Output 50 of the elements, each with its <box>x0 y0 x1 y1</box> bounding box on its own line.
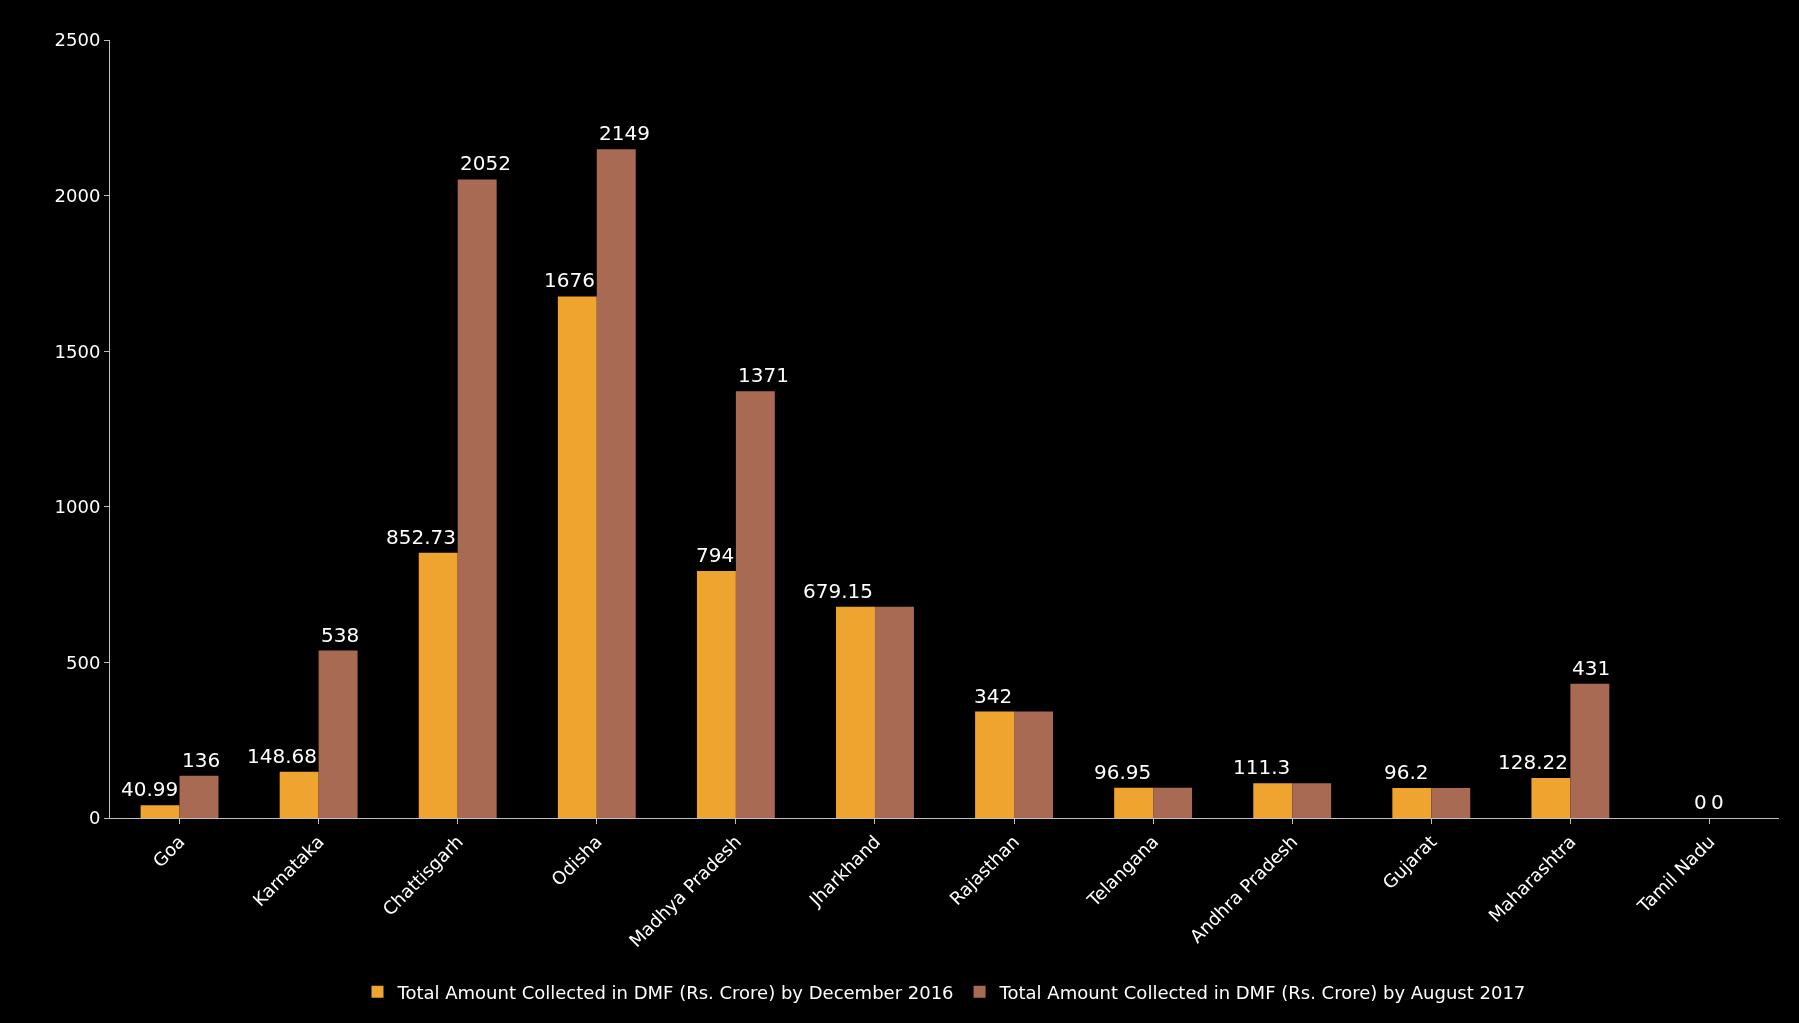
legend-label: Total Amount Collected in DMF (Rs. Crore) by December 2016 <box>396 981 954 1003</box>
x-tick-label: Goa <box>148 830 189 872</box>
legend-label: Total Amount Collected in DMF (Rs. Crore) by August 2017 <box>998 981 1526 1003</box>
bar <box>1292 783 1332 818</box>
data-label: 1676 <box>544 268 595 292</box>
bar <box>1570 683 1610 818</box>
bar <box>318 650 358 818</box>
bar <box>1153 787 1193 818</box>
data-label: 794 <box>696 543 735 567</box>
data-label: 852.73 <box>386 525 456 549</box>
y-tick-label: 1500 <box>54 340 101 362</box>
data-label: 111.3 <box>1233 755 1291 779</box>
bar <box>1431 788 1471 818</box>
y-tick-label: 1000 <box>54 496 101 518</box>
bar <box>418 552 458 818</box>
bar <box>696 570 736 818</box>
data-label: 431 <box>1572 656 1611 680</box>
data-label: 342 <box>974 684 1013 708</box>
data-label: 96.95 <box>1094 760 1152 784</box>
data-label: 136 <box>182 748 221 772</box>
data-label: 0 <box>1694 790 1707 814</box>
data-label: 2149 <box>599 121 650 145</box>
bar <box>1114 787 1154 818</box>
data-label: 148.68 <box>247 744 317 768</box>
bar <box>457 179 497 818</box>
bar <box>735 391 775 818</box>
bar <box>1014 711 1053 818</box>
bar <box>1253 783 1293 818</box>
y-tick-label: 0 <box>88 807 101 829</box>
bar <box>279 771 319 818</box>
bar <box>874 606 914 818</box>
y-tick-label: 2500 <box>54 29 101 51</box>
data-label: 2052 <box>460 151 511 175</box>
data-label: 96.2 <box>1384 760 1429 784</box>
data-label: 538 <box>321 623 360 647</box>
bar <box>140 805 180 818</box>
data-label: 0 <box>1711 790 1724 814</box>
bar <box>596 149 636 818</box>
bar <box>975 711 1015 818</box>
y-tick-label: 2000 <box>54 184 101 206</box>
bar <box>1531 778 1571 818</box>
data-label: 1371 <box>738 363 789 387</box>
data-label: 679.15 <box>803 579 873 603</box>
bar <box>557 296 597 818</box>
y-tick-label: 500 <box>66 651 101 673</box>
bar <box>179 775 219 818</box>
data-label: 128.22 <box>1498 750 1568 774</box>
bar <box>836 606 875 818</box>
bar <box>1392 788 1432 818</box>
data-label: 40.99 <box>121 777 179 801</box>
